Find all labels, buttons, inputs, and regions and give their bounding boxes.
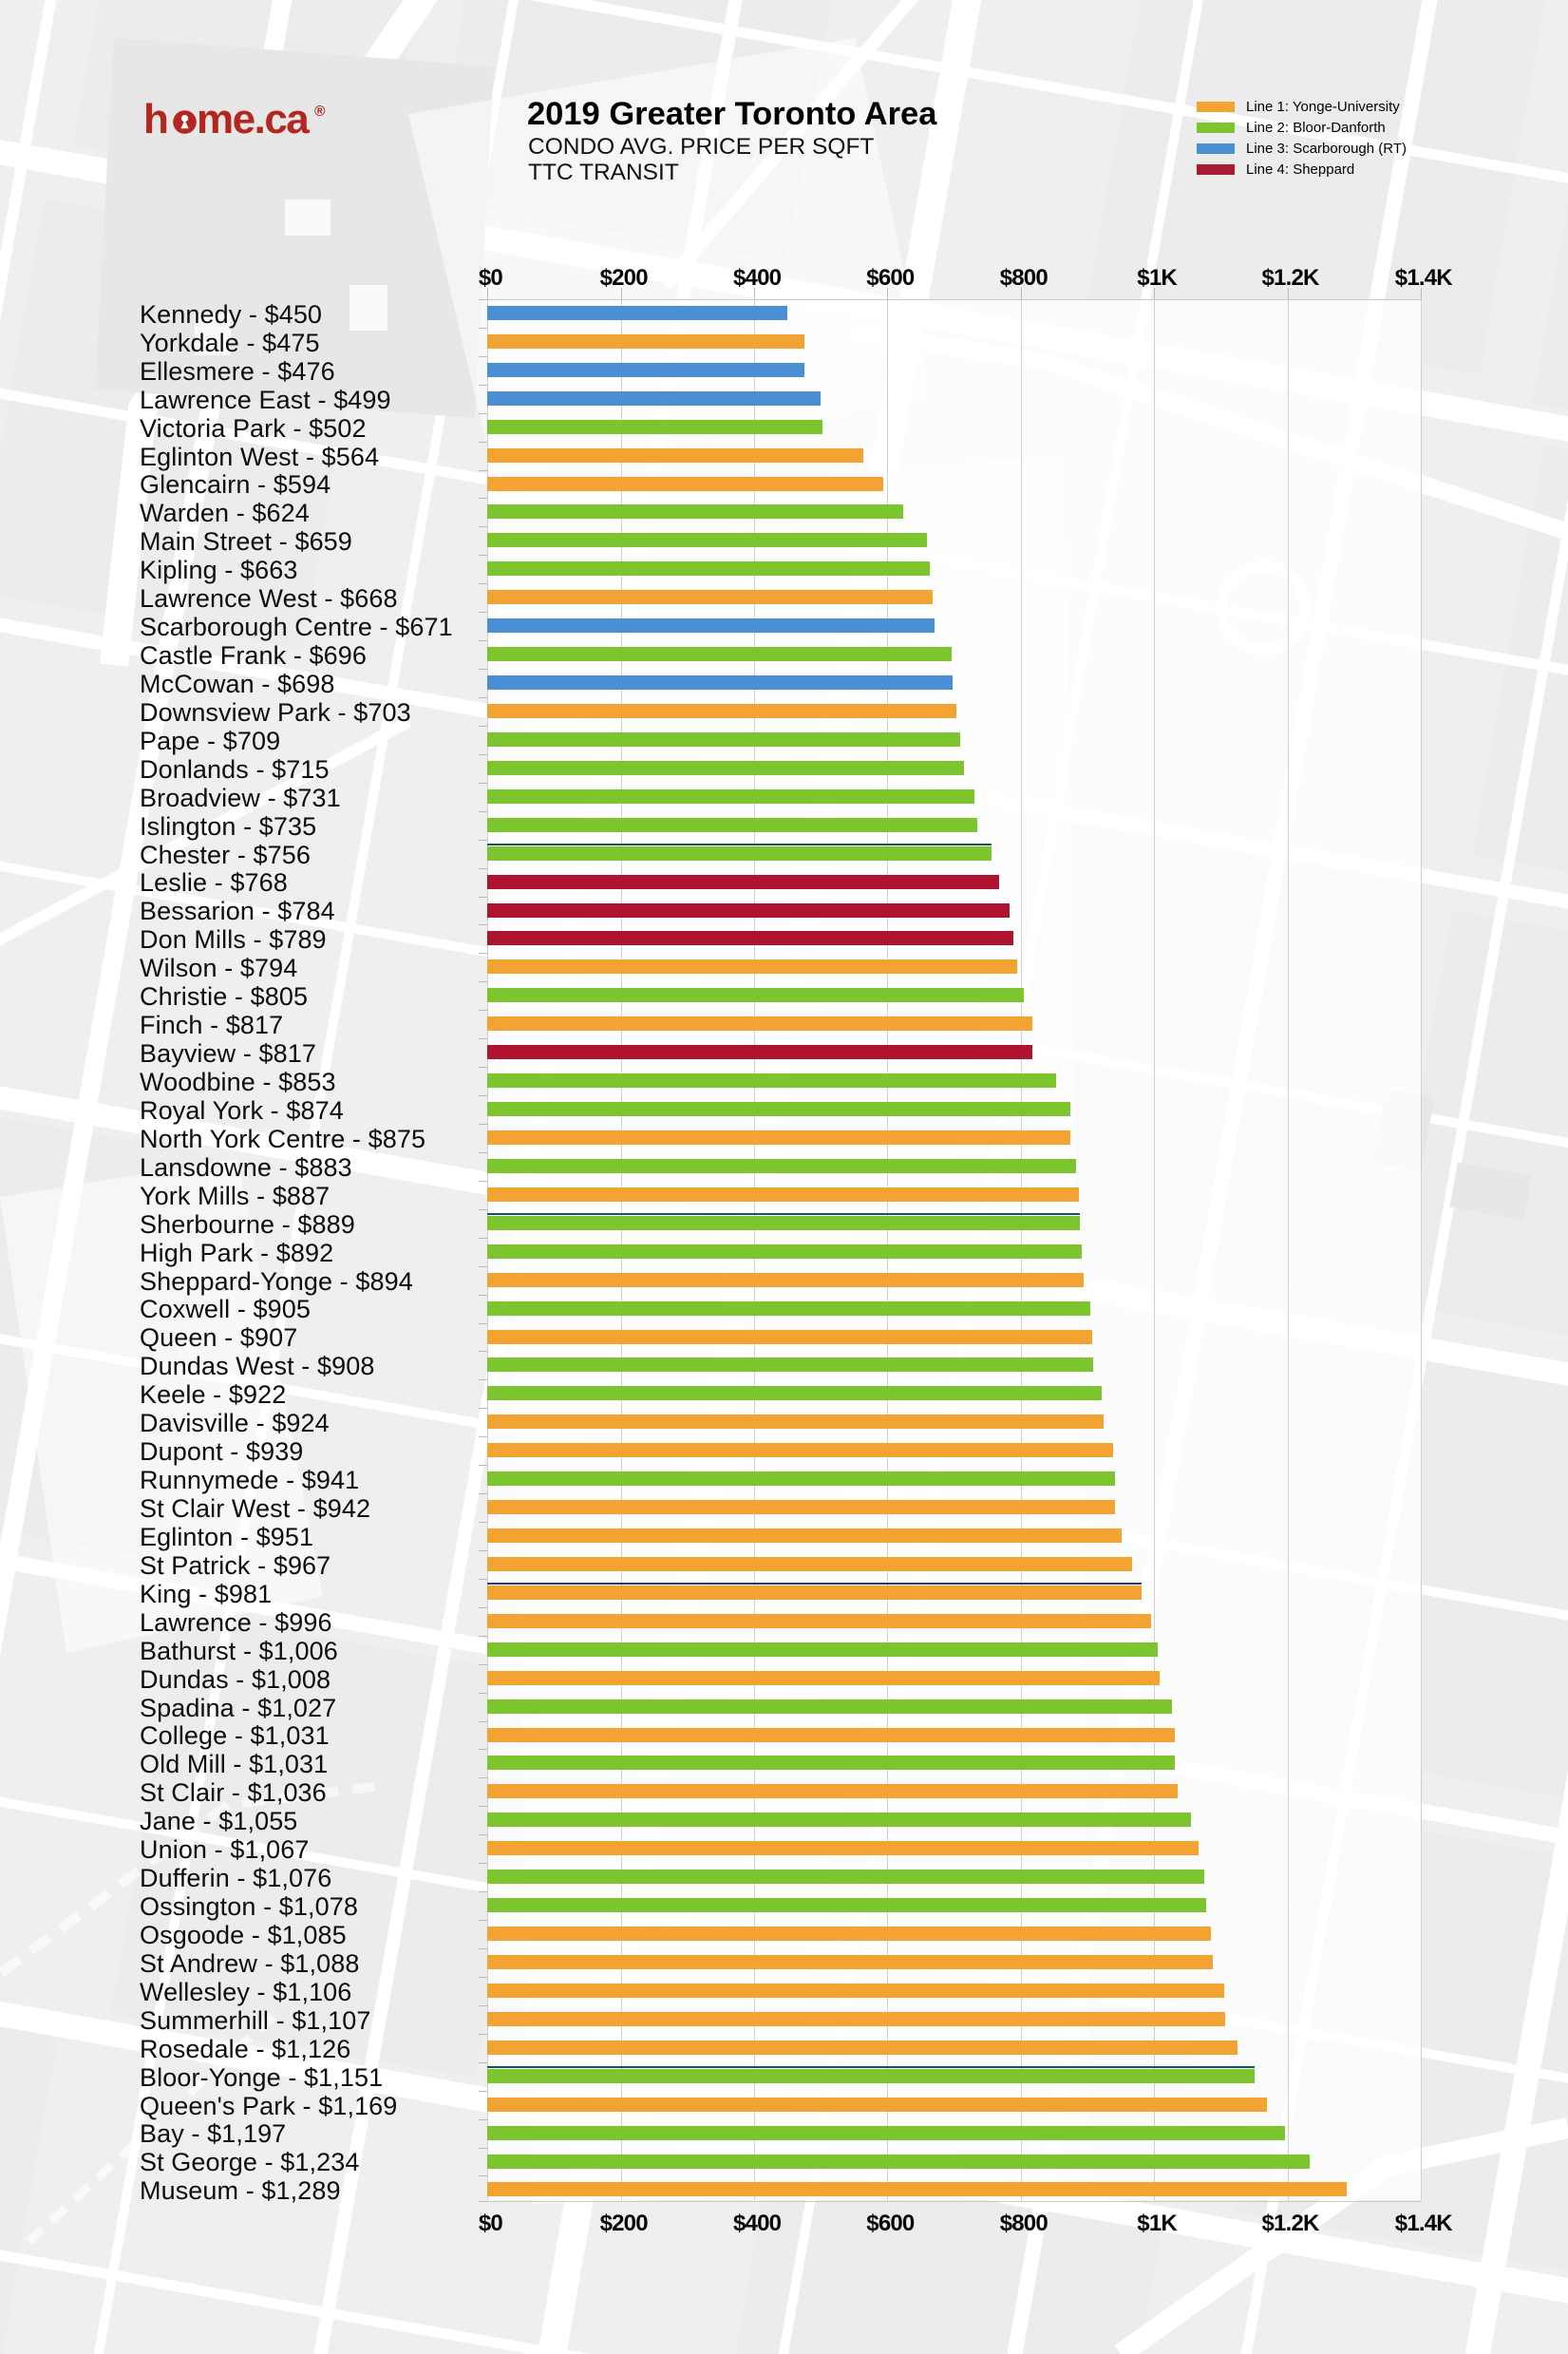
svg-text:h: h [145, 96, 167, 140]
svg-text:®: ® [314, 104, 326, 120]
svg-text:me.ca: me.ca [197, 96, 310, 140]
